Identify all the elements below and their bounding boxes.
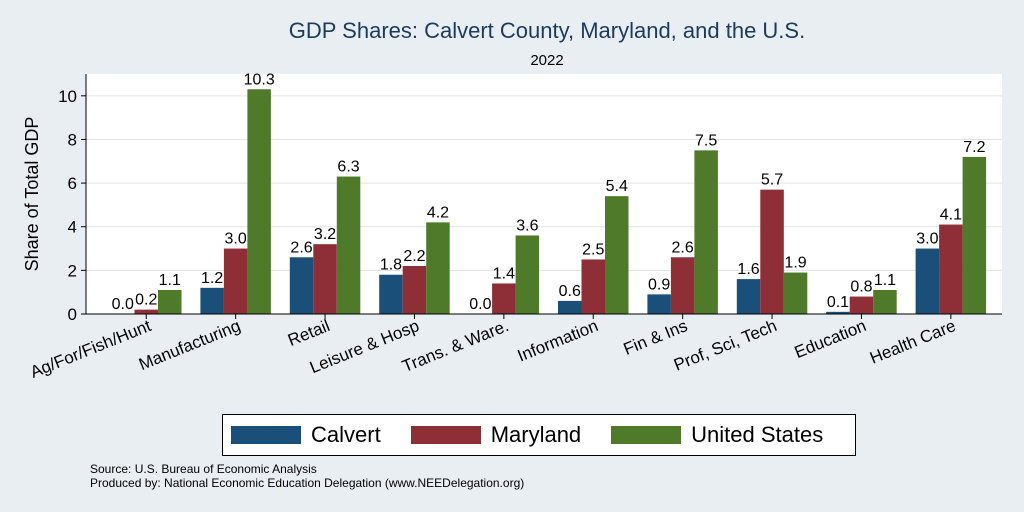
data-label: 10.3 (244, 71, 275, 88)
data-label: 0.0 (469, 296, 491, 313)
bar (694, 150, 718, 314)
bar (849, 296, 874, 314)
bar (670, 257, 695, 314)
data-label: 3.6 (516, 217, 538, 234)
data-label: 2.6 (290, 239, 312, 256)
x-tick-label: Education (792, 316, 869, 362)
legend-label-united-states: United States (691, 422, 824, 447)
bar (581, 259, 605, 314)
data-label: 1.2 (201, 270, 223, 287)
data-label: 0.8 (850, 279, 872, 296)
bar (134, 309, 158, 314)
y-axis-ticks: 0 2 4 6 8 10 (58, 87, 86, 324)
x-tick-label: Retail (285, 316, 332, 350)
data-label: 0.1 (827, 294, 849, 311)
bar (760, 189, 784, 314)
data-label: 1.6 (737, 261, 759, 278)
bar (492, 283, 516, 314)
data-label: 2.5 (582, 241, 604, 258)
x-tick-label: Manufacturing (136, 316, 243, 374)
x-tick-label: Information (515, 316, 601, 365)
y-tick-label: 2 (68, 261, 77, 280)
y-tick-label: 10 (58, 87, 77, 106)
y-tick-label: 6 (68, 174, 77, 193)
legend-item-calvert: Calvert (231, 422, 381, 448)
chart-subtitle: 2022 (530, 52, 564, 69)
data-label: 1.9 (784, 255, 806, 272)
bar (402, 266, 427, 314)
bar (962, 156, 987, 314)
data-label: 2.6 (672, 239, 694, 256)
chart-title: GDP Shares: Calvert County, Maryland, an… (288, 18, 806, 43)
legend-item-united-states: United States (611, 422, 823, 448)
data-label: 6.3 (337, 159, 359, 176)
data-label: 4.2 (427, 204, 449, 221)
bar (223, 248, 248, 314)
x-tick-label: Health Care (867, 316, 958, 368)
bar (515, 235, 540, 314)
bar (915, 248, 940, 314)
data-label: 0.6 (559, 283, 581, 300)
x-tick-label: Prof, Sci, Tech (671, 316, 779, 375)
y-axis-label: Share of Total GDP (22, 117, 42, 272)
data-label: 7.2 (963, 139, 985, 156)
data-label: 1.1 (874, 272, 896, 289)
data-labels: 0.0 0.21.1 1.23.010.32.63.26.31.82.24.20.0… (112, 71, 986, 313)
source-line: Source: U.S. Bureau of Economic Analysis (90, 462, 317, 476)
bar (939, 224, 963, 314)
data-label: 1.8 (380, 257, 402, 274)
bar (200, 287, 224, 314)
x-tick-label: Fin & Ins (621, 316, 690, 359)
bar (289, 257, 314, 314)
legend: Calvert Maryland United States (222, 414, 856, 456)
bar (647, 294, 671, 314)
bar (783, 272, 808, 314)
bar (313, 244, 337, 314)
bar (379, 274, 403, 314)
bar (873, 290, 897, 314)
y-tick-label: 4 (68, 218, 77, 237)
produced-by-line: Produced by: National Economic Education… (90, 476, 525, 490)
data-label: 0.2 (135, 292, 157, 309)
data-label: 7.5 (695, 132, 717, 149)
data-label: 3.2 (314, 226, 336, 243)
data-label: 5.4 (606, 178, 628, 195)
y-tick-label: 0 (68, 305, 77, 324)
data-label: 1.1 (159, 272, 181, 289)
data-label: 3.0 (916, 231, 938, 248)
bar (158, 290, 182, 314)
data-label: 1.4 (493, 265, 515, 282)
grid-lines (86, 95, 1002, 271)
source-note: Source: U.S. Bureau of Economic Analysis… (90, 462, 524, 490)
bar (605, 196, 629, 314)
bar (558, 300, 582, 314)
legend-swatch-united-states (611, 426, 682, 444)
legend-label-maryland: Maryland (490, 422, 582, 447)
data-label: 0.0 (112, 296, 134, 313)
x-tick-label: Ag/For/Fish/Hunt (27, 316, 154, 382)
data-label: 2.2 (403, 248, 425, 265)
data-label: 4.1 (940, 207, 962, 224)
data-label: 5.7 (761, 172, 783, 189)
legend-swatch-calvert (231, 426, 301, 444)
data-label: 3.0 (225, 231, 247, 248)
bar (736, 279, 761, 314)
legend-item-maryland: Maryland (410, 422, 582, 448)
bars (134, 89, 987, 314)
legend-swatch-maryland (410, 426, 481, 444)
bar (336, 176, 361, 314)
bar (826, 311, 850, 314)
legend-label-calvert: Calvert (311, 422, 381, 447)
bar (426, 222, 450, 314)
data-label: 0.9 (648, 276, 670, 293)
bar (247, 89, 271, 314)
y-tick-label: 8 (68, 130, 77, 149)
